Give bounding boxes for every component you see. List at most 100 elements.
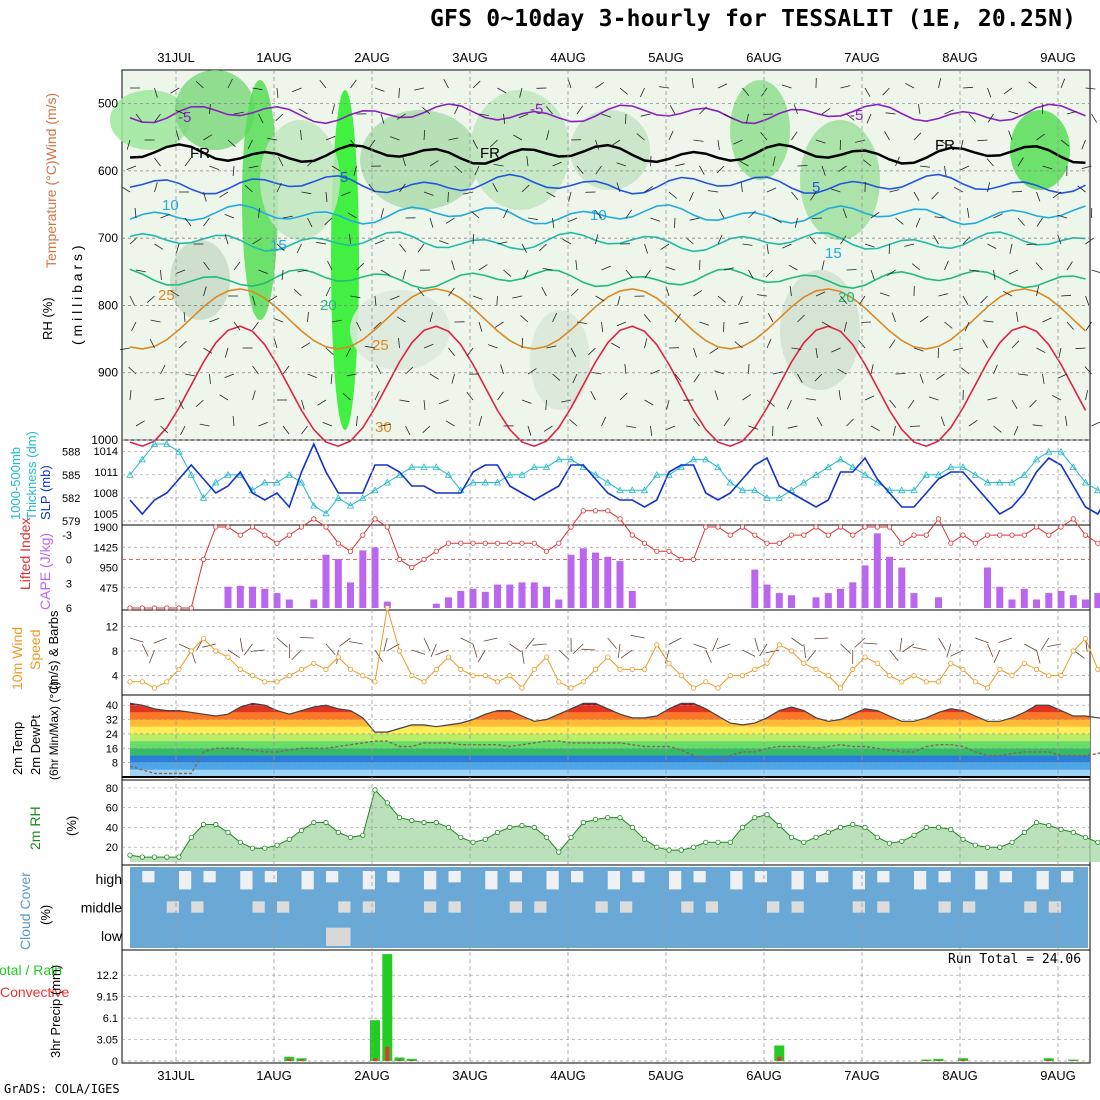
wind-barb xyxy=(919,165,930,168)
surface-wind-barb xyxy=(153,637,167,644)
rh-line-point xyxy=(1021,829,1027,836)
wind-barb xyxy=(918,104,921,115)
wind-barb xyxy=(766,338,772,349)
wind-barb xyxy=(356,415,358,427)
wind-barb xyxy=(497,391,504,401)
wind-barb xyxy=(307,217,313,228)
surface-wind-barb xyxy=(202,643,216,648)
thickness-line-point xyxy=(1057,447,1065,455)
contour-label-15: 25 xyxy=(372,337,389,354)
surface-wind-barb xyxy=(299,637,314,639)
thickness-line-point xyxy=(322,509,330,517)
wind-barb xyxy=(595,82,605,89)
rh-line-point xyxy=(458,834,464,840)
lifted-index-line-point xyxy=(654,548,660,554)
wind-barb xyxy=(830,188,841,193)
rh-line-point xyxy=(617,814,623,821)
wind-barb xyxy=(905,82,915,89)
cloud-middle-gap xyxy=(791,901,804,913)
wind-barb xyxy=(180,425,186,436)
wind-barb xyxy=(967,208,970,219)
wind-barb xyxy=(396,316,406,323)
rh-line-point xyxy=(948,826,954,833)
rh-line-point xyxy=(874,834,880,840)
cloud-high-gap xyxy=(326,871,339,883)
wind-barb xyxy=(276,182,282,193)
wind-speed-line-point xyxy=(935,679,942,685)
wind-barb xyxy=(674,373,682,383)
wind-barb xyxy=(546,191,556,198)
wind-speed-line-point xyxy=(225,654,231,660)
convective-bar xyxy=(409,1060,414,1061)
cloud-high-gap xyxy=(362,871,375,890)
wind-barb xyxy=(1060,139,1070,147)
wind-barb xyxy=(1016,312,1019,323)
wind-speed-line-point xyxy=(347,666,354,673)
wind-barb xyxy=(810,191,817,201)
wind-barb xyxy=(248,165,259,169)
wind-barb xyxy=(1052,394,1062,401)
wind-barb xyxy=(968,269,979,272)
thickness-line-point xyxy=(824,463,832,470)
wind-barb xyxy=(919,315,929,323)
wind-barb xyxy=(931,191,939,200)
wind-barb xyxy=(521,243,528,253)
wind-barb xyxy=(195,81,204,89)
wind-barb xyxy=(987,182,990,193)
wind-barb xyxy=(1085,237,1094,245)
lifted-index-line-point xyxy=(237,532,243,538)
wind-barb xyxy=(821,260,825,271)
wind-barb xyxy=(650,155,652,167)
wind-barb xyxy=(519,87,523,98)
pressure-tick-label: 1000 xyxy=(91,433,118,447)
thickness-line-point xyxy=(542,463,551,470)
wind-barb xyxy=(273,338,278,349)
cloud-high-gap xyxy=(485,871,498,890)
wind-barb xyxy=(1036,217,1043,227)
rh-line-point xyxy=(421,819,427,826)
cape-bar xyxy=(249,586,256,608)
cloud-middle-gap xyxy=(338,901,351,913)
wind-speed-line-point xyxy=(1009,672,1015,679)
wind-barb xyxy=(669,105,676,115)
temp-band xyxy=(130,748,1090,756)
lifted-index-line-point xyxy=(1082,532,1089,538)
wind-barb xyxy=(472,139,479,149)
lifted-index-line-point xyxy=(433,548,439,554)
rh-line-point xyxy=(886,840,893,846)
wind-barb xyxy=(330,373,333,385)
rh2m-axis-title: 2m RH xyxy=(27,806,43,850)
wind-barb xyxy=(356,262,365,271)
wind-barb xyxy=(895,217,904,225)
cape-bar xyxy=(1045,593,1053,608)
wind-barb xyxy=(398,338,400,349)
wind-barb xyxy=(1009,243,1013,254)
cape-bar xyxy=(1020,588,1028,608)
wind-barb xyxy=(821,165,826,176)
wind-barb xyxy=(541,287,547,297)
rh-line-point xyxy=(1009,839,1015,845)
date-label-top: 6AUG xyxy=(746,50,781,65)
wind-speed-line-point xyxy=(519,685,525,691)
convective-bar xyxy=(1071,1060,1076,1061)
thickness-line-point xyxy=(126,470,134,478)
wind-barb xyxy=(1066,111,1077,115)
lifted-index-line-point xyxy=(311,516,317,522)
wind-barb xyxy=(258,269,268,274)
wind-barb xyxy=(787,399,792,410)
wind-barb xyxy=(933,235,939,245)
rh-shade-4 xyxy=(260,120,340,240)
wind-barb xyxy=(154,243,164,250)
cape-tick-label: 1425 xyxy=(94,542,118,554)
wind-barb xyxy=(178,341,187,349)
wind-barb xyxy=(909,425,921,427)
wind-speed-line-point xyxy=(237,666,243,673)
wind-barb xyxy=(1011,340,1020,349)
wind-barb xyxy=(1075,347,1086,350)
surface-wind-barb xyxy=(705,649,712,663)
lifted-index-line-point xyxy=(935,516,942,522)
wind-barb xyxy=(233,111,244,115)
wind-barb xyxy=(503,113,506,124)
thickness-line-point xyxy=(383,478,391,486)
wind-barb xyxy=(527,368,537,375)
